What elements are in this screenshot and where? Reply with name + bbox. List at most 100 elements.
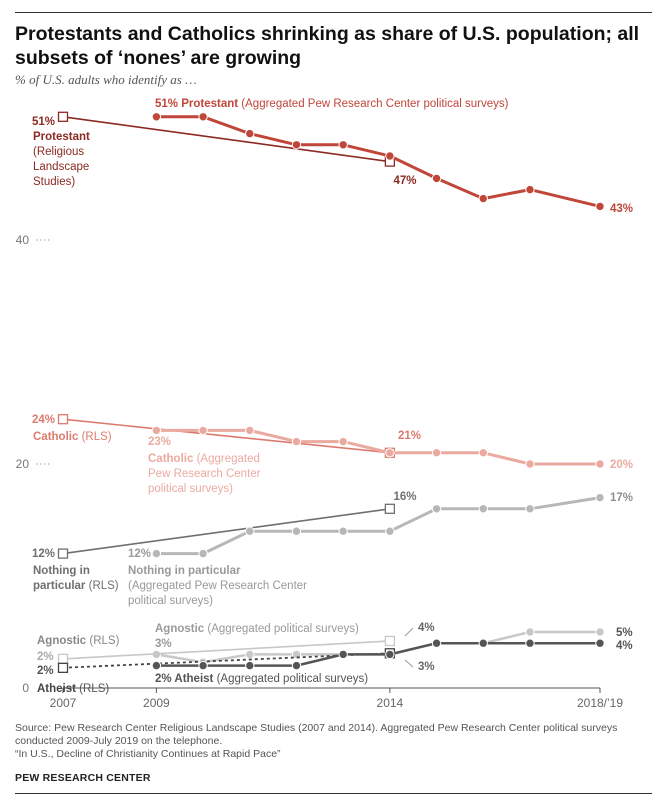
catholic-aggregated-point	[478, 448, 488, 458]
protestant-aggregated-line	[156, 115, 601, 208]
atheist-rls-start-label: 2%	[37, 665, 54, 677]
nothing-aggregated-point	[198, 548, 208, 559]
atheist-rls-point	[57, 662, 69, 673]
nothing-aggregated-end-label: 17%	[610, 492, 633, 504]
y-tick-label: 0	[22, 681, 29, 695]
nothing-aggregated-label-line-2: political surveys)	[128, 595, 213, 607]
protestant-aggregated-point	[198, 112, 208, 122]
atheist-aggregated-point	[595, 638, 605, 648]
catholic-rls-end-label: 21%	[398, 430, 421, 442]
y-tick-label: 20	[16, 457, 30, 471]
agnostic-aggregated-point	[595, 627, 605, 637]
catholic-aggregated-point	[198, 425, 208, 436]
nothing-aggregated-point	[385, 526, 395, 536]
nothing-aggregated-point	[595, 492, 605, 503]
protestant-aggregated-point	[478, 193, 488, 204]
atheist-aggregated-label: 2% Atheist (Aggregated political surveys…	[155, 673, 368, 685]
nothing-aggregated-point	[525, 504, 535, 514]
catholic-aggregated-point	[595, 459, 605, 469]
atheist-aggregated-point	[385, 649, 395, 660]
x-tick-label: 2007	[50, 696, 77, 710]
protestant-rls-end-label: 47%	[393, 175, 416, 187]
nothing-aggregated-point	[291, 526, 302, 536]
nothing-rls-point	[57, 548, 69, 559]
atheist-aggregated-end-label: 4%	[616, 640, 633, 652]
catholic-aggregated-point	[431, 448, 442, 458]
agnostic-rls-label: Agnostic (RLS)	[37, 635, 120, 647]
catholic-aggregated-point	[245, 425, 255, 436]
chart-subtitle: % of U.S. adults who identify as …	[15, 72, 197, 87]
agnostic-rls-start-label: 2%	[37, 651, 54, 663]
protestant-aggregated-point	[431, 173, 442, 184]
catholic-aggregated-point	[525, 459, 535, 469]
protestant-rls-label-line-3: Studies)	[33, 176, 75, 188]
catholic-aggregated-point	[151, 425, 162, 436]
line-chart: 40 20 0 2007 2009 2014 2018/’19 51% Protestant …	[16, 98, 633, 710]
top-rule	[15, 12, 652, 13]
atheist-end-leader	[404, 659, 414, 668]
protestant-aggregated-point	[291, 140, 302, 150]
y-tick-label: 40	[16, 233, 30, 247]
protestant-aggregated-point	[595, 201, 605, 212]
nothing-aggregated-point	[478, 504, 488, 514]
protestant-aggregated-point	[338, 140, 348, 150]
nothing-aggregated-point	[431, 504, 442, 514]
catholic-aggregated-point	[385, 448, 395, 458]
catholic-aggregated-end-label: 20%	[610, 459, 633, 471]
nothing-aggregated-point	[151, 548, 162, 559]
atheist-aggregated-point	[338, 649, 348, 660]
agnostic-aggregated-start-label: 3%	[155, 638, 172, 650]
catholic-rls-label: Catholic (RLS)	[33, 431, 112, 443]
protestant-rls-label-line-2: Landscape	[33, 161, 89, 173]
protestant-aggregated-end-label: 43%	[610, 203, 633, 215]
agnostic-rls-point	[384, 635, 396, 647]
nothing-aggregated-line	[156, 496, 601, 556]
bottom-rule	[15, 793, 652, 794]
nothing-rls-label-line-1: particular (RLS)	[33, 580, 119, 592]
x-tick-label: 2009	[143, 696, 170, 710]
agnostic-aggregated-end-label: 5%	[616, 627, 633, 639]
agnostic-end-leader	[404, 627, 414, 637]
x-tick-label: 2014	[377, 696, 404, 710]
nothing-aggregated-point	[338, 526, 348, 536]
agnostic-rls-line	[62, 640, 390, 660]
chart-title: Protestants and Catholics shrinking as s…	[15, 23, 640, 69]
catholic-aggregated-point	[338, 436, 348, 447]
protestant-rls-line	[62, 116, 391, 163]
atheist-rls-label: Atheist (RLS)	[37, 683, 109, 695]
nothing-aggregated-label-line-1: (Aggregated Pew Research Center	[128, 580, 307, 592]
footer: Source: Pew Research Center Religious La…	[15, 722, 655, 761]
agnostic-aggregated-point	[245, 649, 255, 660]
x-tick-label: 2018/’19	[577, 696, 623, 710]
protestant-rls-label-line-1: (Religious	[33, 146, 84, 158]
catholic-aggregated-label-line-2: political surveys)	[148, 483, 233, 495]
nothing-aggregated-label-line-0: Nothing in particular	[128, 565, 241, 577]
protestant-aggregated-label: 51% Protestant (Aggregated Pew Research …	[155, 98, 509, 110]
atheist-aggregated-point	[151, 660, 162, 671]
atheist-aggregated-point	[431, 638, 442, 648]
catholic-aggregated-label-line-0: Catholic (Aggregated	[148, 453, 260, 465]
source-note: Source: Pew Research Center Religious La…	[15, 722, 618, 747]
protestant-rls-start-label: 51%	[32, 116, 55, 128]
catholic-rls-start-label: 24%	[32, 414, 55, 426]
nothing-rls-point	[384, 503, 396, 514]
catholic-aggregated-point	[291, 436, 302, 447]
atheist-aggregated-point	[525, 638, 535, 648]
report-title: “In U.S., Decline of Christianity Contin…	[15, 748, 281, 760]
protestant-aggregated-point	[385, 151, 395, 161]
atheist-aggregated-point	[291, 660, 302, 671]
agnostic-rls-point	[57, 653, 69, 665]
atheist-aggregated-point	[245, 660, 255, 671]
agnostic-aggregated-label: Agnostic (Aggregated political surveys)	[155, 623, 359, 635]
nothing-rls-line	[62, 508, 391, 555]
nothing-rls-end-label: 16%	[393, 491, 416, 503]
nothing-aggregated-start-label: 12%	[128, 548, 151, 560]
catholic-aggregated-label-line-1: Pew Research Center	[148, 468, 261, 480]
protestant-rls-label-line-0: Protestant	[33, 131, 90, 143]
catholic-rls-line	[62, 418, 390, 454]
protestant-aggregated-point	[151, 112, 162, 122]
nothing-rls-label-line-0: Nothing in	[33, 565, 90, 577]
catholic-aggregated-line	[156, 428, 600, 466]
protestant-aggregated-point	[525, 184, 535, 195]
nothing-rls-start-label: 12%	[32, 548, 55, 560]
